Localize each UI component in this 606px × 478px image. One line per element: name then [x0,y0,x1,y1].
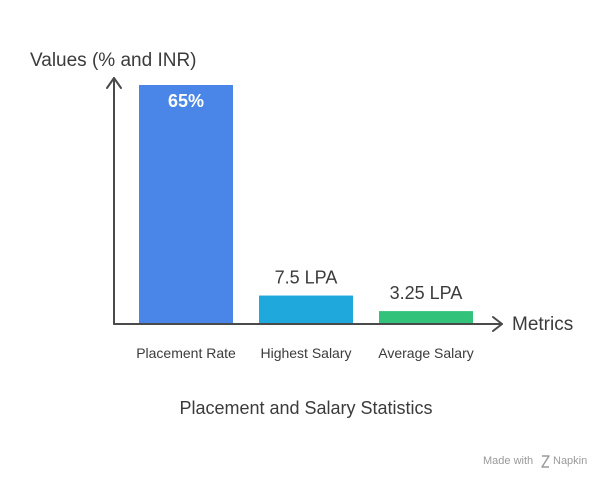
chart-title: Placement and Salary Statistics [179,398,432,418]
category-labels: Placement Rate Highest Salary Average Sala… [136,345,474,361]
category-label-highest-salary: Highest Salary [260,345,351,361]
napkin-logo-icon [541,455,550,468]
bar-placement-rate [139,85,233,323]
bar-highest-salary [259,295,353,323]
bar-average-salary [379,311,473,323]
value-label-placement-rate: 65% [168,91,204,111]
bars [139,85,473,323]
value-label-highest-salary: 7.5 LPA [275,268,338,288]
watermark: Made with Napkin [483,455,587,468]
value-labels: 65% 7.5 LPA 3.25 LPA [168,91,462,303]
watermark-brand: Napkin [553,455,587,467]
category-label-average-salary: Average Salary [378,345,473,361]
category-label-placement-rate: Placement Rate [136,345,236,361]
watermark-made-with: Made with [483,455,533,467]
value-label-average-salary: 3.25 LPA [390,283,463,303]
y-axis-label: Values (% and INR) [30,50,197,71]
y-axis-arrowhead [106,77,122,89]
x-axis-label: Metrics [512,314,573,335]
x-axis-arrowhead [492,316,503,332]
axes [106,77,503,332]
